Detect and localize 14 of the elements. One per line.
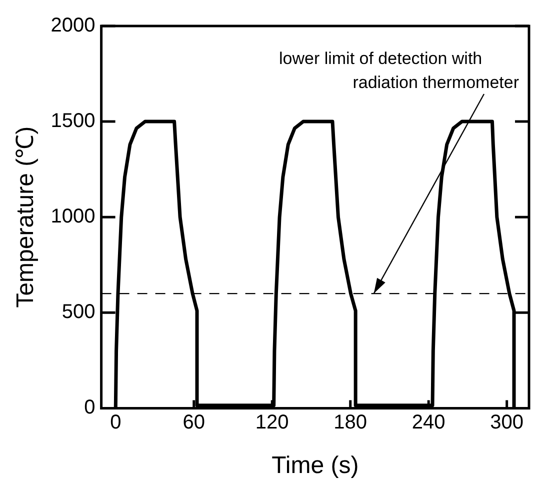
y-tick-label: 1500 [50, 110, 96, 132]
y-axis-title: Temperature (℃) [12, 126, 40, 308]
x-tick-label: 0 [110, 412, 122, 434]
x-tick-label: 180 [334, 412, 368, 434]
x-tick-label: 240 [412, 412, 446, 434]
y-tick-label: 0 [84, 396, 96, 419]
y-tick-label: 2000 [50, 14, 96, 37]
y-tick-label: 500 [62, 301, 96, 324]
x-tick-label: 300 [490, 412, 524, 434]
x-tick-label: 120 [255, 412, 289, 434]
annotation: lower limit of detection with radiation thermometer [279, 49, 520, 92]
y-tick-label: 1000 [50, 206, 96, 228]
x-tick-label: 60 [182, 412, 205, 434]
x-axis-title: Time (s) [272, 452, 359, 480]
